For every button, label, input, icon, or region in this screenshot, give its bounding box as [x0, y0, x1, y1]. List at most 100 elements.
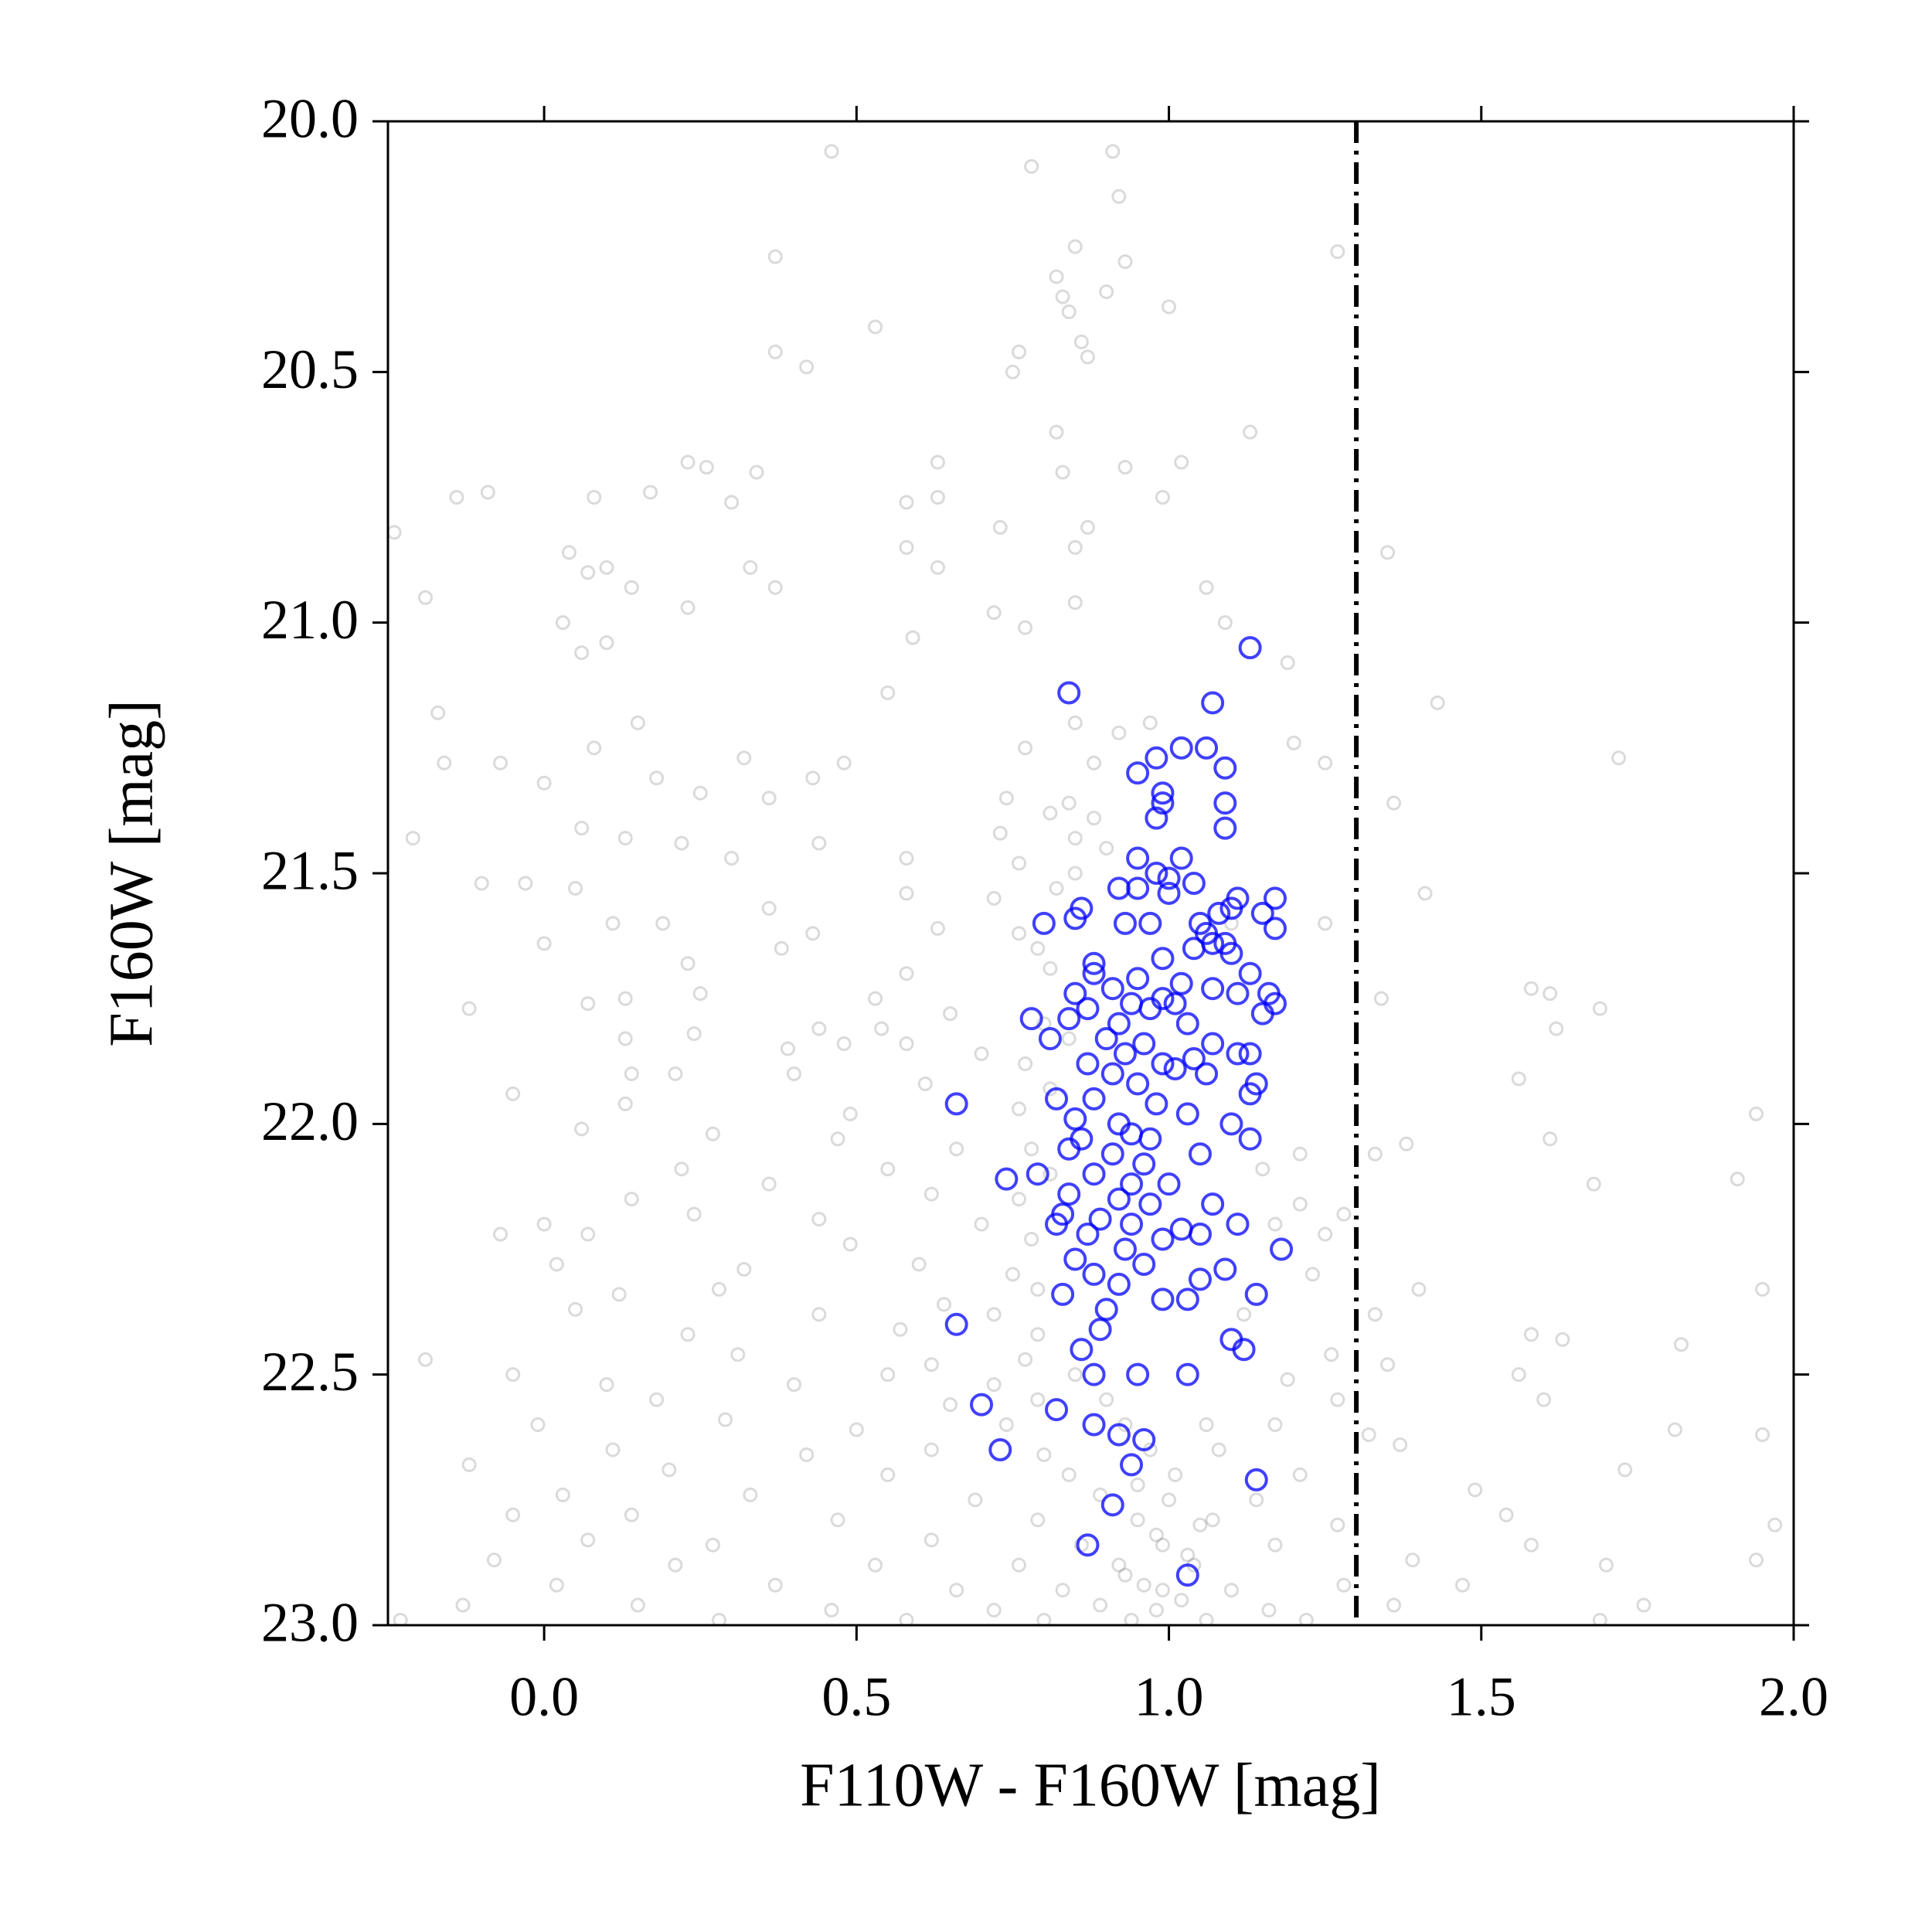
- point: [1026, 1162, 1049, 1186]
- point: [1243, 424, 1258, 440]
- point: [711, 1613, 726, 1625]
- point: [599, 560, 614, 575]
- point: [1124, 1613, 1139, 1625]
- point: [930, 454, 945, 470]
- point: [518, 876, 533, 891]
- point: [1051, 1282, 1075, 1306]
- point: [1099, 841, 1114, 856]
- point: [711, 1281, 726, 1297]
- point: [1598, 1557, 1614, 1573]
- point: [1175, 1563, 1199, 1587]
- point: [1126, 876, 1150, 900]
- point: [1076, 1223, 1100, 1247]
- point: [899, 495, 914, 510]
- point: [1182, 1047, 1206, 1071]
- point: [1155, 490, 1170, 505]
- point: [1405, 1553, 1420, 1568]
- point: [970, 1393, 994, 1417]
- point: [1093, 1487, 1108, 1502]
- point: [923, 1442, 939, 1458]
- point: [1219, 896, 1243, 920]
- point: [1292, 1467, 1308, 1482]
- point: [930, 560, 945, 575]
- point: [1730, 1172, 1745, 1187]
- x-axis-label: F110W - F160W [mag]: [800, 1751, 1381, 1819]
- point: [1667, 1422, 1682, 1437]
- point: [1111, 1557, 1127, 1573]
- point: [1049, 269, 1064, 284]
- point: [1373, 991, 1389, 1006]
- point: [1099, 1392, 1114, 1407]
- point: [1175, 1012, 1199, 1036]
- point: [1067, 595, 1083, 611]
- point: [911, 1257, 927, 1272]
- point: [1057, 1182, 1081, 1206]
- point: [1168, 1467, 1183, 1482]
- point: [405, 831, 420, 846]
- point: [1005, 364, 1020, 379]
- point: [1130, 1512, 1145, 1528]
- x-tick-label: 2.0: [1759, 1666, 1828, 1728]
- point: [680, 454, 696, 470]
- point: [1201, 1192, 1225, 1216]
- point: [1592, 1001, 1607, 1016]
- point: [1063, 1247, 1087, 1271]
- point: [1024, 1141, 1039, 1157]
- point: [643, 485, 658, 500]
- point: [799, 1447, 815, 1462]
- point: [1199, 1417, 1214, 1433]
- point: [1336, 1206, 1352, 1222]
- point: [899, 539, 914, 555]
- point: [686, 1026, 702, 1042]
- point: [724, 495, 740, 510]
- point: [388, 525, 402, 540]
- point: [1261, 1603, 1277, 1618]
- point: [1138, 997, 1162, 1021]
- point: [1250, 1002, 1274, 1026]
- point: [1100, 1062, 1124, 1086]
- point: [1100, 1142, 1124, 1166]
- point: [1012, 855, 1027, 871]
- point: [505, 1086, 521, 1101]
- point: [1070, 1338, 1094, 1362]
- point: [1267, 1216, 1283, 1232]
- point: [1232, 1338, 1256, 1362]
- point: [630, 715, 645, 730]
- point: [988, 1437, 1012, 1461]
- point: [1199, 580, 1214, 595]
- point: [1087, 755, 1102, 770]
- point: [536, 936, 552, 951]
- point: [1067, 866, 1083, 881]
- point: [1393, 1437, 1408, 1452]
- point: [949, 1583, 964, 1598]
- point: [1263, 886, 1287, 910]
- y-tick-label: 21.0: [261, 589, 359, 651]
- point: [1055, 464, 1070, 480]
- point: [1018, 620, 1033, 635]
- point: [1267, 1417, 1283, 1433]
- point: [1255, 1162, 1270, 1177]
- point: [1136, 1577, 1151, 1593]
- point: [1120, 1213, 1144, 1236]
- point: [1063, 981, 1087, 1005]
- point: [1755, 1281, 1770, 1297]
- point: [1192, 1517, 1208, 1532]
- point: [580, 1226, 596, 1242]
- point: [1430, 695, 1445, 710]
- point: [743, 1487, 758, 1502]
- point: [536, 1216, 552, 1232]
- point: [1126, 1072, 1150, 1096]
- point: [998, 1417, 1014, 1433]
- point: [1748, 1106, 1764, 1121]
- point: [811, 1212, 827, 1227]
- point: [1223, 1583, 1239, 1598]
- point: [1067, 831, 1083, 846]
- point: [1298, 1613, 1314, 1625]
- point: [899, 1613, 914, 1625]
- point: [549, 1577, 564, 1593]
- point: [1057, 681, 1081, 705]
- point: [1523, 1537, 1539, 1553]
- point: [1012, 926, 1027, 941]
- point: [849, 1422, 864, 1437]
